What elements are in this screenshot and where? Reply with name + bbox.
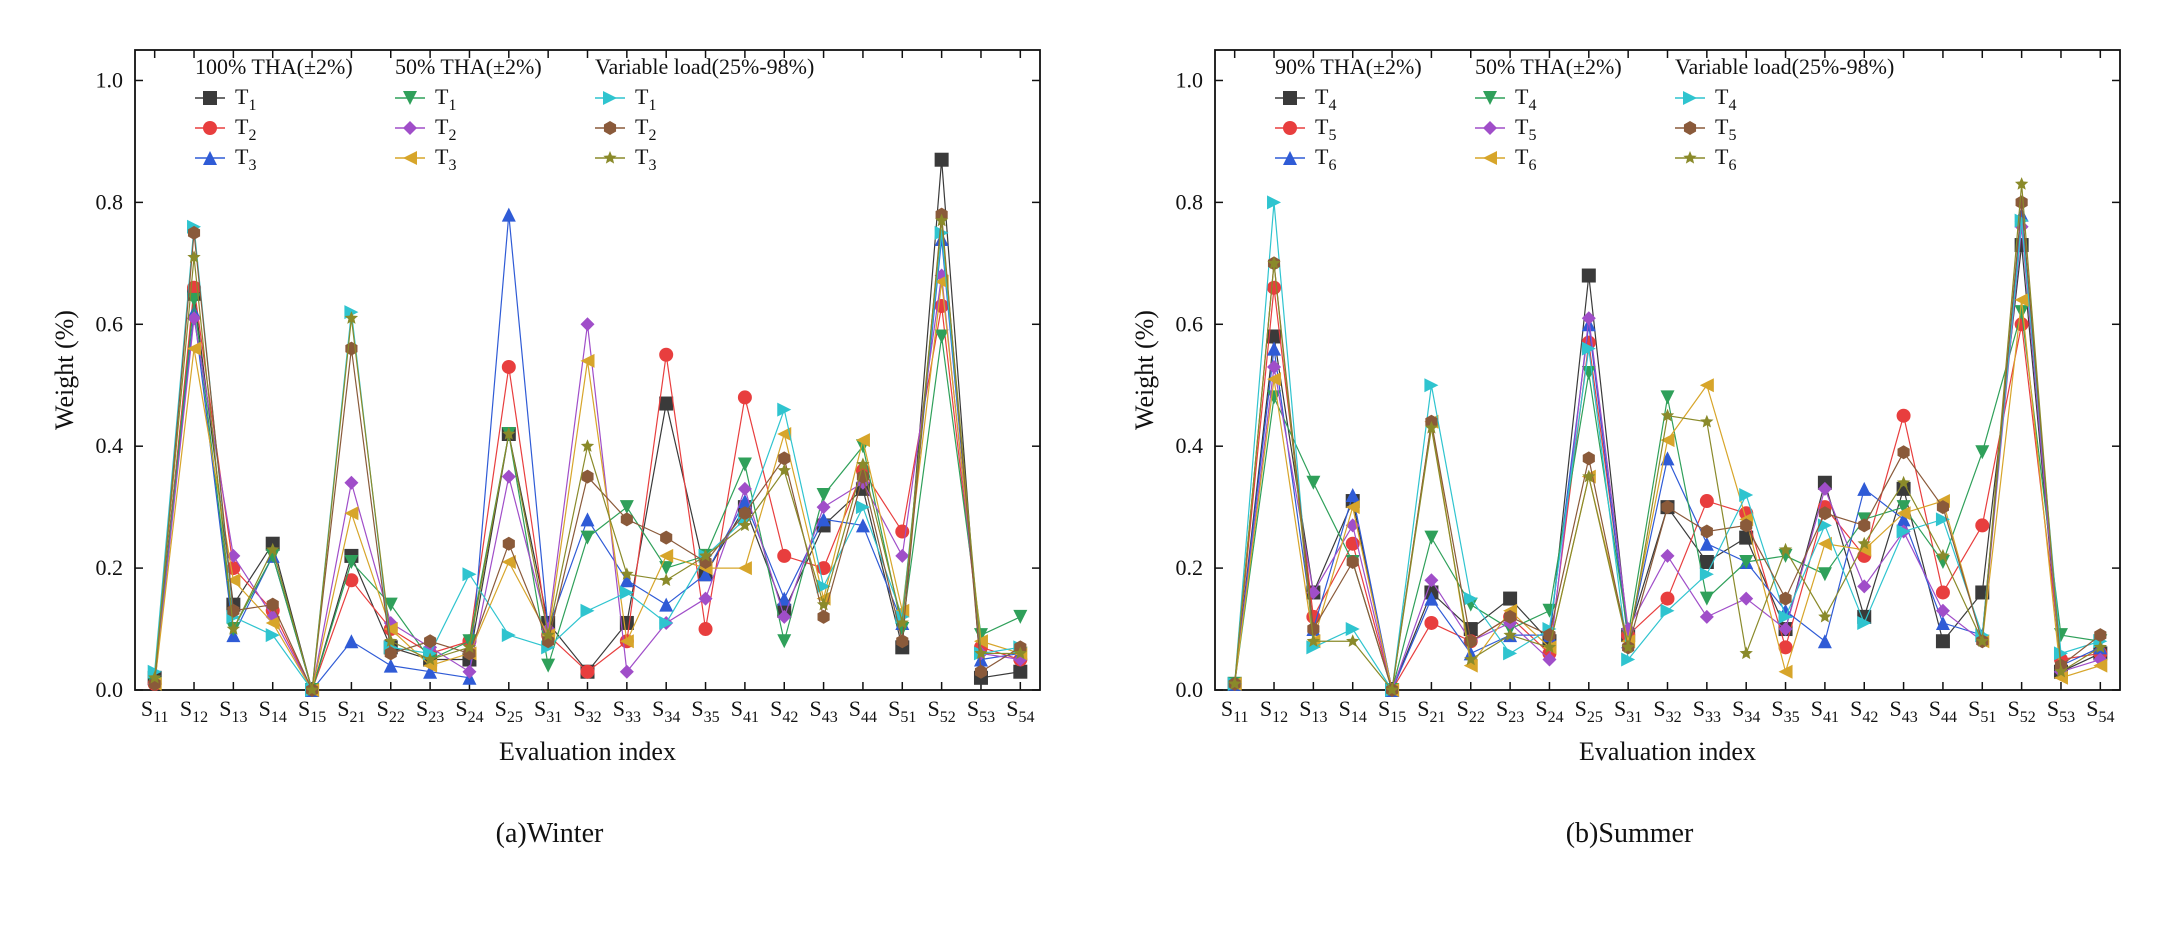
- svg-text:T1: T1: [435, 84, 456, 114]
- svg-text:Weight (%): Weight (%): [50, 310, 79, 430]
- svg-text:S11: S11: [140, 696, 168, 726]
- svg-text:S51: S51: [888, 696, 916, 726]
- svg-text:S33: S33: [612, 696, 640, 726]
- svg-text:T2: T2: [235, 114, 256, 144]
- svg-text:1.0: 1.0: [1175, 67, 1203, 92]
- chart-summer: 0.0 0.2 0.4 0.6 0.8 1.0 Weight (%) S11 S12 S13 S14…: [1120, 30, 2140, 810]
- svg-text:0.0: 0.0: [1175, 677, 1203, 702]
- svg-text:T5: T5: [1315, 114, 1336, 144]
- svg-text:100% THA(±2%): 100% THA(±2%): [195, 54, 353, 79]
- svg-text:S13: S13: [1299, 696, 1327, 726]
- svg-text:T6: T6: [1715, 144, 1736, 174]
- svg-text:T3: T3: [635, 144, 656, 174]
- svg-text:S23: S23: [1495, 696, 1523, 726]
- svg-text:S24: S24: [1535, 696, 1563, 726]
- svg-text:S22: S22: [1456, 696, 1484, 726]
- svg-text:S52: S52: [2007, 696, 2035, 726]
- subtitle-summer: (b)Summer: [1566, 818, 1694, 850]
- svg-text:T5: T5: [1715, 114, 1736, 144]
- svg-text:S34: S34: [1732, 696, 1760, 726]
- svg-text:Variable load(25%-98%): Variable load(25%-98%): [1675, 54, 1894, 79]
- svg-text:S15: S15: [1377, 696, 1405, 726]
- svg-text:T1: T1: [635, 84, 656, 114]
- svg-text:S41: S41: [730, 696, 758, 726]
- svg-text:S51: S51: [1968, 696, 1996, 726]
- svg-text:S44: S44: [848, 696, 876, 726]
- subtitle-winter: (a)Winter: [496, 818, 604, 850]
- svg-text:T4: T4: [1315, 84, 1336, 114]
- svg-text:T5: T5: [1515, 114, 1536, 144]
- svg-text:Variable load(25%-98%): Variable load(25%-98%): [595, 54, 814, 79]
- svg-text:0.4: 0.4: [1175, 433, 1203, 458]
- svg-text:S35: S35: [691, 696, 719, 726]
- svg-text:S43: S43: [1889, 696, 1917, 726]
- chart-winter: 0.0 0.2 0.4 0.6 0.8 1.0 Weight (%) S11 S12 S13 S14…: [40, 30, 1060, 810]
- svg-text:T6: T6: [1515, 144, 1536, 174]
- svg-text:S25: S25: [1574, 696, 1602, 726]
- svg-text:S23: S23: [415, 696, 443, 726]
- svg-text:S42: S42: [770, 696, 798, 726]
- figure-container: 0.0 0.2 0.4 0.6 0.8 1.0 Weight (%) S11 S12 S13 S14…: [0, 0, 2179, 880]
- svg-text:50% THA(±2%): 50% THA(±2%): [395, 54, 542, 79]
- svg-text:S41: S41: [1810, 696, 1838, 726]
- svg-text:S54: S54: [1006, 696, 1034, 726]
- svg-text:S25: S25: [494, 696, 522, 726]
- svg-text:S13: S13: [219, 696, 247, 726]
- panel-winter: 0.0 0.2 0.4 0.6 0.8 1.0 Weight (%) S11 S12 S13 S14…: [40, 30, 1060, 850]
- svg-text:S12: S12: [1259, 696, 1287, 726]
- svg-text:T2: T2: [435, 114, 456, 144]
- svg-text:S11: S11: [1220, 696, 1248, 726]
- svg-text:S43: S43: [809, 696, 837, 726]
- svg-text:50% THA(±2%): 50% THA(±2%): [1475, 54, 1622, 79]
- svg-text:T1: T1: [235, 84, 256, 114]
- svg-text:1.0: 1.0: [95, 67, 123, 92]
- svg-text:0.8: 0.8: [95, 189, 123, 214]
- panel-summer: 0.0 0.2 0.4 0.6 0.8 1.0 Weight (%) S11 S12 S13 S14…: [1120, 30, 2140, 850]
- svg-text:S33: S33: [1692, 696, 1720, 726]
- svg-text:S54: S54: [2086, 696, 2114, 726]
- svg-text:S34: S34: [652, 696, 680, 726]
- svg-text:S21: S21: [337, 696, 365, 726]
- svg-text:S15: S15: [297, 696, 325, 726]
- svg-text:T3: T3: [235, 144, 256, 174]
- svg-text:S22: S22: [376, 696, 404, 726]
- svg-text:S12: S12: [179, 696, 207, 726]
- svg-text:0.0: 0.0: [95, 677, 123, 702]
- svg-text:S35: S35: [1771, 696, 1799, 726]
- svg-text:T4: T4: [1715, 84, 1736, 114]
- svg-text:0.6: 0.6: [95, 311, 123, 336]
- svg-text:0.2: 0.2: [95, 555, 123, 580]
- svg-text:S14: S14: [1338, 696, 1366, 726]
- svg-text:T3: T3: [435, 144, 456, 174]
- svg-text:S32: S32: [1653, 696, 1681, 726]
- svg-text:S24: S24: [455, 696, 483, 726]
- svg-text:S44: S44: [1928, 696, 1956, 726]
- svg-text:0.4: 0.4: [95, 433, 123, 458]
- svg-text:S31: S31: [534, 696, 562, 726]
- svg-text:S21: S21: [1417, 696, 1445, 726]
- svg-text:0.8: 0.8: [1175, 189, 1203, 214]
- svg-text:S52: S52: [927, 696, 955, 726]
- svg-text:Evaluation index: Evaluation index: [1579, 737, 1756, 766]
- svg-text:0.2: 0.2: [1175, 555, 1203, 580]
- svg-text:0.6: 0.6: [1175, 311, 1203, 336]
- svg-text:T2: T2: [635, 114, 656, 144]
- svg-text:T4: T4: [1515, 84, 1536, 114]
- svg-text:Evaluation index: Evaluation index: [499, 737, 676, 766]
- svg-text:S14: S14: [258, 696, 286, 726]
- svg-text:S42: S42: [1850, 696, 1878, 726]
- svg-text:S32: S32: [573, 696, 601, 726]
- svg-text:90% THA(±2%): 90% THA(±2%): [1275, 54, 1422, 79]
- svg-text:S53: S53: [966, 696, 994, 726]
- svg-text:T6: T6: [1315, 144, 1336, 174]
- svg-text:S31: S31: [1614, 696, 1642, 726]
- svg-text:S53: S53: [2046, 696, 2074, 726]
- svg-text:Weight (%): Weight (%): [1130, 310, 1159, 430]
